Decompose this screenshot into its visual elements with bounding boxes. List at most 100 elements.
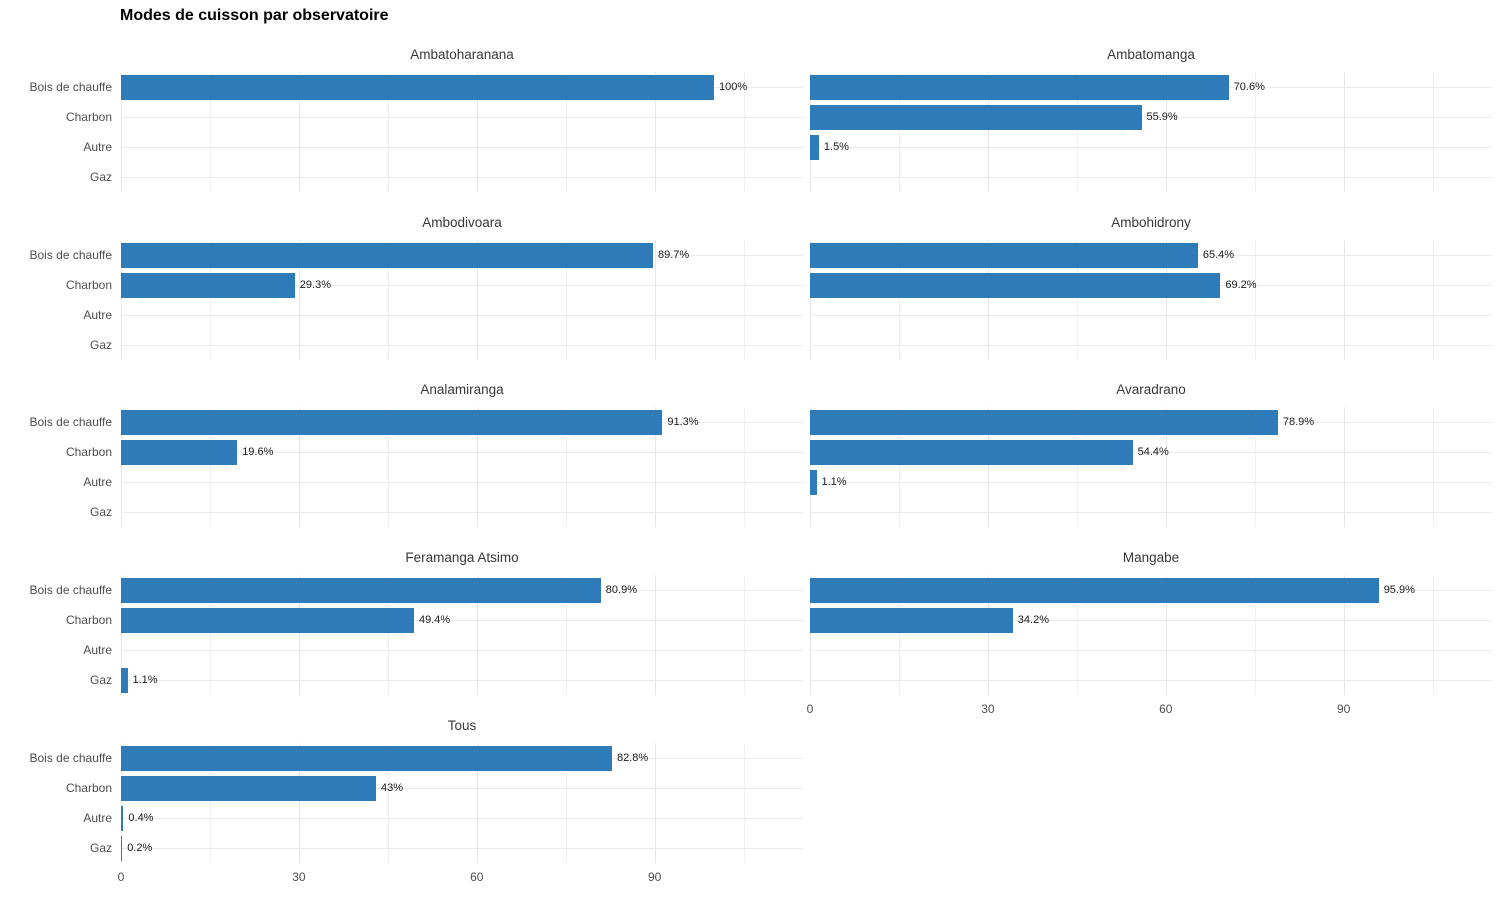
facet-panel: 65.4% 69.2% bbox=[810, 240, 1492, 360]
y-axis-label: Autre bbox=[83, 643, 112, 657]
gridline-vertical-major bbox=[476, 240, 478, 360]
bar-charbon bbox=[121, 607, 414, 633]
bar-value-label: 55.9% bbox=[1146, 111, 1178, 123]
gridline-vertical-minor bbox=[210, 240, 211, 360]
bar-bois-de-chauffe bbox=[121, 242, 653, 268]
gridline-horizontal bbox=[810, 620, 1492, 621]
gridline-vertical-major bbox=[476, 72, 478, 192]
facet-panel: 82.8% 43% 0.4% 0.2% bbox=[121, 743, 803, 863]
facet-title: Avaradrano bbox=[1116, 382, 1186, 397]
gridline-vertical-major bbox=[1165, 407, 1167, 527]
facet-title: Analamiranga bbox=[420, 382, 504, 397]
bar-gaz bbox=[121, 667, 128, 693]
gridline-vertical-major bbox=[298, 72, 300, 192]
gridline-vertical-major bbox=[121, 407, 122, 527]
gridline-horizontal bbox=[121, 177, 803, 178]
gridline-horizontal bbox=[121, 512, 803, 513]
facet-title: Ambodivoara bbox=[422, 215, 502, 230]
gridline-vertical-minor bbox=[387, 72, 389, 192]
gridline-vertical-minor bbox=[743, 407, 745, 527]
y-axis-label: Charbon bbox=[65, 613, 112, 627]
gridline-vertical-minor bbox=[210, 743, 211, 863]
gridline-vertical-minor bbox=[1076, 407, 1078, 527]
gridline-horizontal bbox=[121, 680, 803, 681]
x-axis-tick-label: 60 bbox=[1159, 702, 1173, 716]
x-axis-tick-label: 30 bbox=[981, 702, 995, 716]
x-axis-tick-label: 90 bbox=[648, 870, 662, 884]
y-axis-label: Charbon bbox=[65, 278, 112, 292]
y-axis-label: Bois de chauffe bbox=[29, 415, 112, 429]
bar-value-label: 19.6% bbox=[242, 446, 274, 458]
gridline-vertical-minor bbox=[899, 72, 900, 192]
y-axis-label: Gaz bbox=[89, 170, 112, 184]
gridline-vertical-major bbox=[476, 575, 478, 695]
bar-autre bbox=[810, 134, 819, 160]
bar-value-label: 0.2% bbox=[127, 842, 153, 854]
gridline-vertical-major bbox=[298, 240, 300, 360]
y-axis-label: Gaz bbox=[89, 673, 112, 687]
bar-value-label: 69.2% bbox=[1225, 279, 1257, 291]
gridline-vertical-minor bbox=[899, 240, 900, 360]
gridline-vertical-major bbox=[1343, 240, 1345, 360]
y-axis-label: Gaz bbox=[89, 841, 112, 855]
gridline-horizontal bbox=[810, 512, 1492, 513]
gridline-vertical-minor bbox=[1254, 72, 1256, 192]
facet-panel: 91.3% 19.6% bbox=[121, 407, 803, 527]
bar-value-label: 1.1% bbox=[132, 674, 158, 686]
bar-bois-de-chauffe bbox=[810, 74, 1229, 100]
gridline-horizontal bbox=[121, 147, 803, 148]
y-axis-label: Autre bbox=[83, 811, 112, 825]
bar-value-label: 78.9% bbox=[1282, 416, 1315, 428]
x-axis-tick-label: 0 bbox=[117, 870, 125, 884]
gridline-horizontal bbox=[810, 315, 1492, 316]
gridline-horizontal bbox=[121, 452, 803, 453]
x-axis-tick-label: 60 bbox=[470, 870, 484, 884]
bar-charbon bbox=[121, 272, 295, 298]
gridline-vertical-minor bbox=[1254, 407, 1256, 527]
gridline-vertical-major bbox=[654, 575, 656, 695]
facet-panel: 100% bbox=[121, 72, 803, 192]
gridline-vertical-major bbox=[476, 743, 478, 863]
y-axis-label: Charbon bbox=[65, 781, 112, 795]
bar-charbon bbox=[810, 104, 1142, 130]
gridline-vertical-major bbox=[1343, 575, 1345, 695]
gridline-vertical-major bbox=[121, 240, 122, 360]
gridline-horizontal bbox=[121, 788, 803, 789]
bar-bois-de-chauffe bbox=[121, 409, 663, 435]
facet-title: Tous bbox=[447, 718, 477, 733]
facet-panel: 95.9% 34.2% bbox=[810, 575, 1492, 695]
gridline-vertical-major bbox=[654, 407, 656, 527]
gridline-horizontal bbox=[810, 482, 1492, 483]
gridline-horizontal bbox=[121, 315, 803, 316]
x-axis-tick-label: 90 bbox=[1337, 702, 1351, 716]
facet-title: Feramanga Atsimo bbox=[405, 550, 519, 565]
gridline-vertical-minor bbox=[1254, 240, 1256, 360]
bar-value-label: 34.2% bbox=[1017, 614, 1049, 626]
facet-title: Mangabe bbox=[1122, 550, 1180, 565]
gridline-vertical-major bbox=[121, 743, 122, 863]
gridline-vertical-major bbox=[298, 407, 300, 527]
x-axis-tick-label: 30 bbox=[292, 870, 306, 884]
gridline-vertical-major bbox=[987, 575, 989, 695]
gridline-vertical-major bbox=[121, 575, 122, 695]
facet-panel: 80.9% 49.4% 1.1% bbox=[121, 575, 803, 695]
gridline-vertical-major bbox=[810, 575, 811, 695]
bar-bois-de-chauffe bbox=[121, 74, 714, 100]
bar-value-label: 89.7% bbox=[658, 249, 690, 261]
bar-gaz bbox=[121, 835, 123, 861]
bar-charbon bbox=[121, 775, 376, 801]
y-axis-label: Charbon bbox=[65, 110, 112, 124]
bar-bois-de-chauffe bbox=[121, 745, 612, 771]
gridline-horizontal bbox=[810, 452, 1492, 453]
gridline-vertical-major bbox=[987, 240, 989, 360]
bar-value-label: 54.4% bbox=[1137, 446, 1169, 458]
bar-value-label: 1.1% bbox=[821, 476, 847, 488]
gridline-horizontal bbox=[810, 650, 1492, 651]
gridline-vertical-minor bbox=[743, 575, 745, 695]
gridline-vertical-major bbox=[810, 240, 811, 360]
gridline-horizontal bbox=[121, 117, 803, 118]
facet-panel: 89.7% 29.3% bbox=[121, 240, 803, 360]
bar-bois-de-chauffe bbox=[810, 409, 1278, 435]
gridline-vertical-major bbox=[654, 743, 656, 863]
gridline-horizontal bbox=[810, 147, 1492, 148]
